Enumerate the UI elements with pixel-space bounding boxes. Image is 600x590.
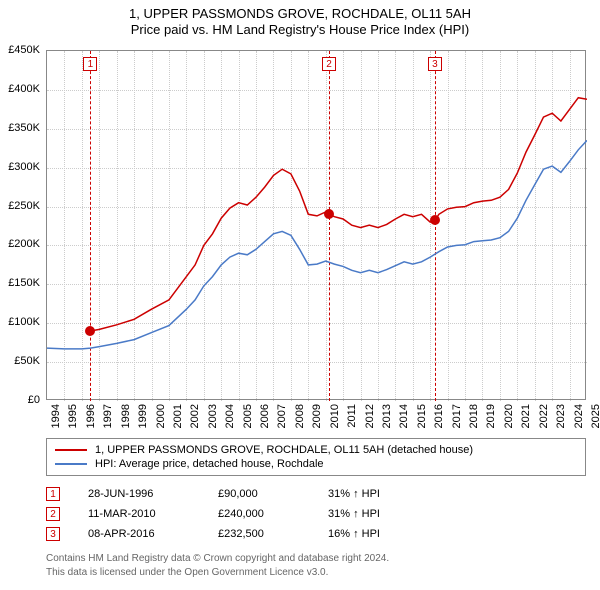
y-tick-label: £200K [8, 238, 40, 250]
x-tick-label: 2001 [172, 404, 184, 428]
chart-area: 123 £0£50K£100K£150K£200K£250K£300K£350K… [46, 50, 586, 400]
series-line [91, 98, 588, 331]
x-tick-label: 2020 [503, 404, 515, 428]
x-tick-label: 2011 [346, 404, 358, 428]
attribution-footer: Contains HM Land Registry data © Crown c… [46, 552, 389, 579]
sale-index-box: 2 [46, 507, 60, 521]
y-tick-label: £450K [8, 44, 40, 56]
sale-row: 2 11-MAR-2010£240,00031% ↑ HPI [46, 504, 438, 524]
sale-row: 3 08-APR-2016£232,50016% ↑ HPI [46, 524, 438, 544]
sale-row: 1 28-JUN-1996£90,00031% ↑ HPI [46, 484, 438, 504]
legend: 1, UPPER PASSMONDS GROVE, ROCHDALE, OL11… [46, 438, 586, 476]
x-tick-label: 1996 [85, 404, 97, 428]
chart-subtitle: Price paid vs. HM Land Registry's House … [0, 22, 600, 43]
x-tick-label: 2015 [416, 404, 428, 428]
sale-date: 28-JUN-1996 [88, 488, 218, 500]
y-tick-label: £350K [8, 122, 40, 134]
legend-row: HPI: Average price, detached house, Roch… [55, 457, 577, 471]
y-tick-label: £400K [8, 83, 40, 95]
x-tick-label: 2002 [189, 404, 201, 428]
chart-title: 1, UPPER PASSMONDS GROVE, ROCHDALE, OL11… [0, 0, 600, 22]
sale-index-box: 1 [46, 487, 60, 501]
y-tick-label: £250K [8, 200, 40, 212]
x-tick-label: 2016 [433, 404, 445, 428]
footer-line-2: This data is licensed under the Open Gov… [46, 566, 389, 580]
sale-price: £232,500 [218, 528, 328, 540]
x-tick-label: 2013 [381, 404, 393, 428]
sale-price: £240,000 [218, 508, 328, 520]
x-tick-label: 1994 [50, 404, 62, 428]
line-series [47, 51, 587, 401]
x-tick-label: 2025 [590, 404, 600, 428]
x-tick-label: 2003 [207, 404, 219, 428]
x-tick-label: 2017 [451, 404, 463, 428]
sale-index-box: 3 [46, 527, 60, 541]
x-tick-label: 2008 [294, 404, 306, 428]
sale-date: 08-APR-2016 [88, 528, 218, 540]
x-tick-label: 2005 [242, 404, 254, 428]
x-tick-label: 2009 [311, 404, 323, 428]
legend-label: HPI: Average price, detached house, Roch… [95, 458, 324, 470]
sale-date: 11-MAR-2010 [88, 508, 218, 520]
y-tick-label: £50K [14, 355, 40, 367]
x-tick-label: 2007 [276, 404, 288, 428]
sales-table: 1 28-JUN-1996£90,00031% ↑ HPI 2 11-MAR-2010… [46, 484, 438, 544]
x-tick-label: 1998 [120, 404, 132, 428]
y-tick-label: £150K [8, 277, 40, 289]
footer-line-1: Contains HM Land Registry data © Crown c… [46, 552, 389, 566]
legend-row: 1, UPPER PASSMONDS GROVE, ROCHDALE, OL11… [55, 443, 577, 457]
legend-label: 1, UPPER PASSMONDS GROVE, ROCHDALE, OL11… [95, 444, 473, 456]
x-tick-label: 2012 [364, 404, 376, 428]
x-tick-label: 2023 [555, 404, 567, 428]
x-tick-label: 2014 [398, 404, 410, 428]
series-line [47, 140, 587, 349]
y-tick-label: £300K [8, 161, 40, 173]
x-tick-label: 2018 [468, 404, 480, 428]
x-tick-label: 2019 [485, 404, 497, 428]
sale-hpi-diff: 31% ↑ HPI [328, 488, 438, 500]
x-tick-label: 1995 [67, 404, 79, 428]
legend-swatch [55, 449, 87, 451]
sale-hpi-diff: 31% ↑ HPI [328, 508, 438, 520]
x-tick-label: 2000 [155, 404, 167, 428]
plot-region: 123 [46, 50, 586, 400]
x-tick-label: 2006 [259, 404, 271, 428]
sale-price: £90,000 [218, 488, 328, 500]
y-tick-label: £0 [28, 394, 40, 406]
x-tick-label: 2024 [573, 404, 585, 428]
x-tick-label: 1999 [137, 404, 149, 428]
x-tick-label: 1997 [102, 404, 114, 428]
x-tick-label: 2022 [538, 404, 550, 428]
x-tick-label: 2021 [520, 404, 532, 428]
legend-swatch [55, 463, 87, 465]
x-tick-label: 2010 [329, 404, 341, 428]
y-tick-label: £100K [8, 316, 40, 328]
sale-hpi-diff: 16% ↑ HPI [328, 528, 438, 540]
chart-container: 1, UPPER PASSMONDS GROVE, ROCHDALE, OL11… [0, 0, 600, 590]
x-tick-label: 2004 [224, 404, 236, 428]
